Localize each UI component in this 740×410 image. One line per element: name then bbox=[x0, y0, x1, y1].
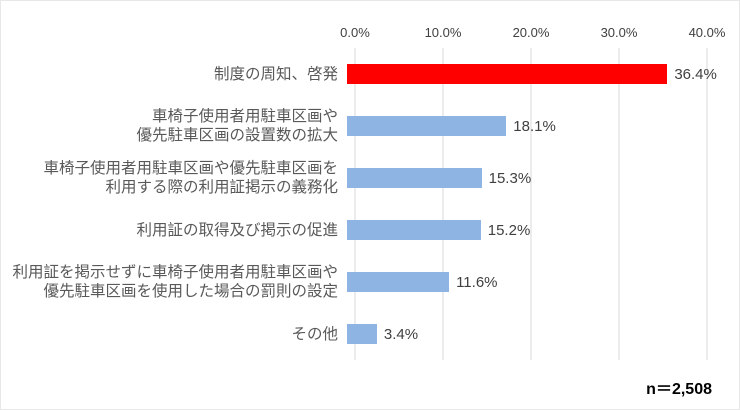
category-label: 車椅子使用者用駐車区画や優先駐車区画を 利用する際の利用証掲示の義務化 bbox=[43, 160, 338, 196]
gridline bbox=[442, 48, 444, 360]
gridlines bbox=[354, 48, 708, 360]
bar bbox=[347, 272, 450, 292]
bar bbox=[347, 220, 481, 240]
x-axis-tick-label: 10.0% bbox=[424, 25, 462, 40]
bar-area: 15.2% bbox=[347, 204, 699, 256]
bar-area: 36.4% bbox=[347, 48, 717, 100]
value-label: 11.6% bbox=[456, 273, 498, 291]
bar bbox=[347, 116, 507, 136]
gridline bbox=[354, 48, 356, 360]
value-label: 18.1% bbox=[513, 117, 556, 135]
x-axis-tick-label: 20.0% bbox=[512, 25, 550, 40]
value-label: 15.2% bbox=[487, 221, 531, 239]
category-label: 利用証の取得及び掲示の促進 bbox=[136, 221, 338, 239]
bar bbox=[347, 64, 668, 84]
bar-area: 18.1% bbox=[347, 100, 699, 152]
bar bbox=[347, 168, 482, 188]
x-axis: 0.0% 10.0% 20.0% 30.0% 40.0% bbox=[340, 25, 725, 40]
bar-area: 15.3% bbox=[347, 152, 699, 204]
bar-row: 車椅子使用者用駐車区画や優先駐車区画を 利用する際の利用証掲示の義務化 15.3% bbox=[1, 152, 740, 204]
bar-row: その他 3.4% bbox=[1, 308, 740, 360]
category-label: その他 bbox=[291, 325, 338, 343]
gridline bbox=[706, 48, 708, 360]
sample-size-note: n＝2,508 bbox=[646, 381, 712, 398]
category-label: 車椅子使用者用駐車区画や 優先駐車区画の設置数の拡大 bbox=[136, 108, 338, 144]
bar-row: 車椅子使用者用駐車区画や 優先駐車区画の設置数の拡大 18.1% bbox=[1, 100, 740, 152]
x-axis-tick-label: 30.0% bbox=[600, 25, 638, 40]
bar-area: 11.6% bbox=[347, 256, 699, 308]
bar bbox=[347, 324, 377, 344]
gridline bbox=[618, 48, 620, 360]
bar-area: 3.4% bbox=[347, 308, 699, 360]
value-label: 36.4% bbox=[674, 65, 717, 83]
value-label: 15.3% bbox=[488, 169, 532, 187]
value-label: 3.4% bbox=[383, 325, 419, 343]
category-label: 利用証を掲示せずに車椅子使用者用駐車区画や 優先駐車区画を使用した場合の罰則の設… bbox=[12, 264, 338, 300]
gridline bbox=[530, 48, 532, 360]
bar-rows: 制度の周知、啓発 36.4% 車椅子使用者用駐車区画や 優先駐車区画の設置数の拡大 1… bbox=[1, 48, 740, 360]
bar-row: 利用証を掲示せずに車椅子使用者用駐車区画や 優先駐車区画を使用した場合の罰則の設… bbox=[1, 256, 740, 308]
x-axis-tick-label: 40.0% bbox=[688, 25, 726, 40]
bar-row: 制度の周知、啓発 36.4% bbox=[1, 48, 740, 100]
x-axis-tick-label: 0.0% bbox=[340, 25, 370, 40]
bar-row: 利用証の取得及び掲示の促進 15.2% bbox=[1, 204, 740, 256]
category-label: 制度の周知、啓発 bbox=[213, 65, 338, 83]
